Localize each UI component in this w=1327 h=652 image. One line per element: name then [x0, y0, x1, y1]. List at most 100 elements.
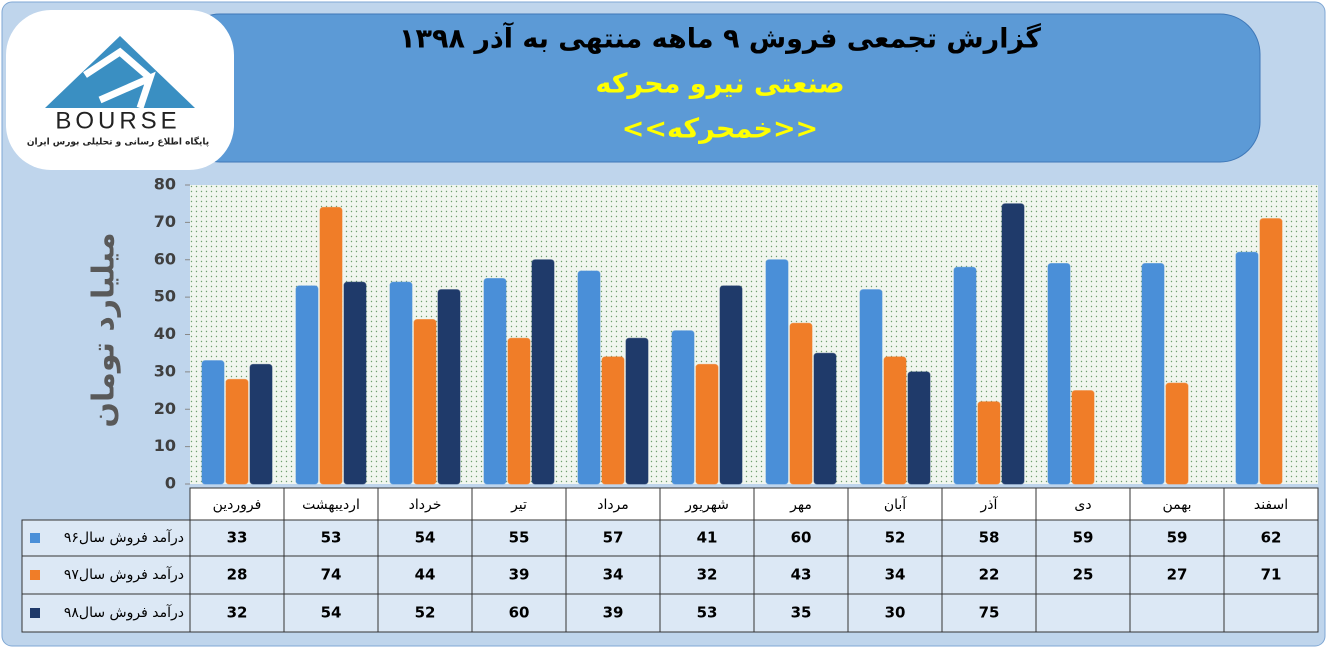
bar — [695, 363, 719, 485]
table-body — [21, 519, 1319, 633]
table-value: 25 — [1073, 566, 1094, 584]
chart-subtitle: صنعتی نیرو محرکه — [595, 69, 844, 100]
bar — [883, 356, 907, 485]
table-value: 35 — [791, 604, 812, 622]
bar — [1235, 251, 1259, 485]
table-value: 52 — [885, 529, 906, 547]
table-value: 44 — [415, 566, 436, 584]
y-tick-label: 50 — [154, 287, 176, 306]
table-value: 41 — [697, 529, 718, 547]
logo-tagline: پایگاه اطلاع رسانی و تحلیلی بورس ایران — [27, 136, 209, 148]
legend-label: درآمد فروش سال۹۷ — [64, 566, 184, 583]
bar — [343, 281, 367, 485]
table-value: 32 — [697, 566, 718, 584]
legend-swatch — [30, 570, 40, 580]
table-value: 55 — [509, 529, 530, 547]
table-value: 43 — [791, 566, 812, 584]
bar — [953, 266, 977, 485]
legend-label: درآمد فروش سال۹۶ — [64, 529, 184, 546]
table-value: 28 — [227, 566, 248, 584]
bar — [389, 281, 413, 485]
table-value: 74 — [321, 566, 342, 584]
table-value: 59 — [1167, 529, 1188, 547]
table-value: 60 — [791, 529, 812, 547]
table-value: 53 — [697, 604, 718, 622]
bar — [1259, 218, 1283, 485]
x-tick-label: شهریور — [684, 497, 729, 513]
y-axis-label: میلیارد تومان — [87, 232, 122, 427]
table-value: 22 — [979, 566, 1000, 584]
bar — [577, 270, 601, 485]
x-tick-label: آبان — [884, 496, 907, 513]
table-value: 39 — [603, 604, 624, 622]
legend-label: درآمد فروش سال۹۸ — [64, 604, 184, 621]
x-tick-label: مرداد — [597, 497, 629, 513]
table-value: 34 — [603, 566, 624, 584]
bar — [977, 401, 1001, 485]
bar — [483, 277, 507, 485]
bar — [813, 352, 837, 485]
table-value: 60 — [509, 604, 530, 622]
x-tick-label: بهمن — [1162, 497, 1191, 513]
bar — [601, 356, 625, 485]
bar — [201, 360, 225, 485]
table-value: 32 — [227, 604, 248, 622]
table-value: 58 — [979, 529, 1000, 547]
bar — [507, 337, 531, 485]
bar — [437, 289, 461, 485]
bar — [531, 259, 555, 485]
x-tick-label: فروردین — [213, 497, 262, 513]
table-value: 39 — [509, 566, 530, 584]
x-tick-label: آذر — [980, 496, 999, 513]
y-tick-label: 40 — [154, 324, 176, 343]
y-tick-label: 20 — [154, 399, 176, 418]
x-tick-label: دی — [1074, 497, 1091, 513]
table-value: 62 — [1261, 529, 1282, 547]
logo: BOURSE پایگاه اطلاع رسانی و تحلیلی بورس … — [6, 10, 234, 170]
bar — [671, 330, 695, 485]
table-value: 59 — [1073, 529, 1094, 547]
bar — [225, 378, 249, 485]
bar — [1001, 203, 1025, 485]
table-value: 52 — [415, 604, 436, 622]
x-tick-label: تیر — [510, 497, 527, 513]
bar — [765, 259, 789, 485]
bar — [295, 285, 319, 485]
y-tick-label: 30 — [154, 361, 176, 380]
logo-name: BOURSE — [55, 107, 180, 134]
bar — [1165, 382, 1189, 485]
logo-triangle — [45, 36, 195, 108]
plot-area — [190, 185, 1318, 484]
bar — [789, 322, 813, 485]
bar — [907, 371, 931, 485]
bar — [319, 206, 343, 485]
x-tick-label: خرداد — [409, 497, 442, 513]
y-tick-label: 70 — [154, 212, 176, 231]
table-value: 57 — [603, 529, 624, 547]
y-tick-label: 10 — [154, 436, 176, 455]
bar — [249, 363, 273, 485]
bar — [1141, 262, 1165, 485]
table-value: 71 — [1261, 566, 1282, 584]
table-value: 54 — [321, 604, 342, 622]
table-value: 30 — [885, 604, 906, 622]
bar — [859, 289, 883, 485]
logo-mark — [83, 47, 156, 110]
table-value: 53 — [321, 529, 342, 547]
table-value: 54 — [415, 529, 436, 547]
bar — [719, 285, 743, 485]
legend-swatch — [30, 533, 40, 543]
legend-swatch — [30, 608, 40, 618]
y-tick-label: 0 — [165, 474, 176, 493]
table-value: 34 — [885, 566, 906, 584]
x-tick-label: اردیبهشت — [302, 497, 360, 513]
y-tick-label: 80 — [154, 175, 176, 194]
x-tick-label: اسفند — [1254, 497, 1288, 513]
symbol: <<خمحرکه>> — [622, 114, 818, 145]
x-tick-label: مهر — [789, 497, 812, 513]
bar — [625, 337, 649, 485]
bar — [1071, 390, 1095, 485]
chart-title: گزارش تجمعی فروش ۹ ماهه منتهی به آذر ۱۳۹… — [399, 22, 1041, 55]
bar — [413, 319, 437, 485]
